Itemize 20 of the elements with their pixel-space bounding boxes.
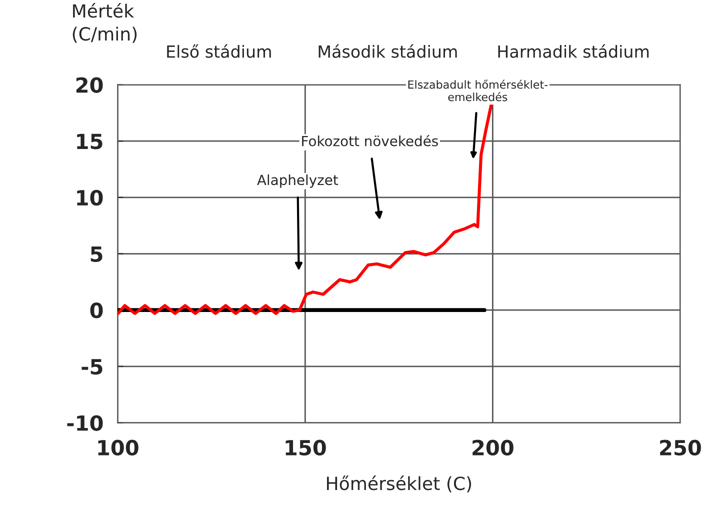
annotation: Fokozott növekedés	[302, 134, 438, 146]
x-tick-label: 200	[472, 440, 514, 456]
line-series	[118, 104, 493, 316]
annotation: Elszabadult hőmérséklet- emelkedés	[408, 80, 548, 102]
text: Harmadik stádium	[498, 44, 649, 58]
y-tick-label: 15	[77, 134, 102, 150]
y-tick-label: 20	[76, 77, 103, 93]
y-tick-label: -5	[82, 359, 102, 375]
annotation: Alaphelyzet	[257, 174, 338, 188]
text: Második stádium	[318, 44, 457, 58]
x-tick-label: 100	[98, 440, 138, 456]
y-tick-label: 5	[90, 246, 102, 262]
y-tick-label: -10	[67, 415, 103, 431]
y-tick-label: 0	[90, 302, 103, 318]
x-tick-label: 150	[286, 440, 326, 456]
x-tick-label: 250	[660, 440, 701, 456]
text: Első stádium	[167, 44, 271, 58]
x-axis-title: Hőmérséklet (C)	[327, 476, 472, 492]
y-axis-title: Mérték (C/min)	[72, 3, 137, 43]
y-tick-label: 10	[77, 190, 103, 206]
